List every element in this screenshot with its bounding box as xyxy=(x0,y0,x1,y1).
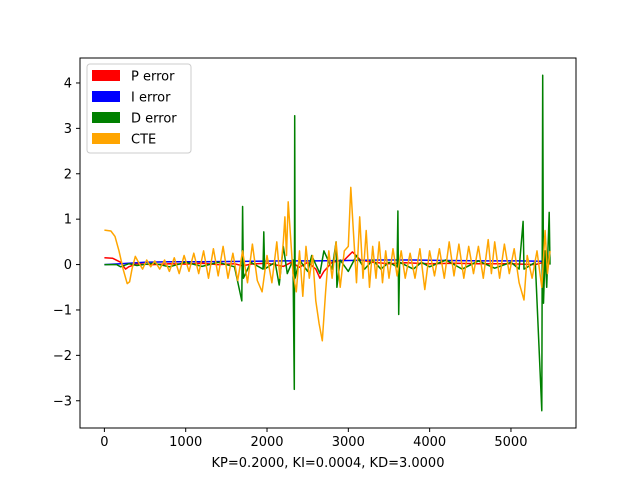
x-tick-label: 0 xyxy=(100,435,108,450)
legend-frame xyxy=(86,63,192,154)
legend: P error I error D error CTE xyxy=(86,63,192,154)
x-tick-label: 5000 xyxy=(494,435,527,450)
x-tick-label: 2000 xyxy=(250,435,283,450)
y-tick-label: 3 xyxy=(64,122,72,137)
y-tick-label: 1 xyxy=(64,213,72,228)
y-tick-label: 4 xyxy=(64,76,72,91)
legend-label: D error xyxy=(131,112,177,127)
y-tick-label: −1 xyxy=(53,303,72,318)
legend-swatch xyxy=(92,91,120,102)
y-tick-label: 2 xyxy=(64,167,72,182)
series-layer xyxy=(104,74,551,412)
y-axis-ticks: −3 −2 −1 0 1 2 3 4 xyxy=(53,76,80,409)
y-tick-label: −2 xyxy=(53,349,72,364)
y-tick-label: 0 xyxy=(64,258,72,273)
series-line-cte xyxy=(104,186,551,342)
plot-frame xyxy=(79,57,577,429)
legend-label: I error xyxy=(131,91,171,106)
legend-swatch xyxy=(92,70,120,81)
y-tick-label: −3 xyxy=(53,394,72,409)
legend-swatch xyxy=(92,112,120,123)
x-tick-label: 1000 xyxy=(169,435,202,450)
x-axis-label: KP=0.2000, KI=0.0004, KD=3.0000 xyxy=(212,456,445,471)
legend-label: CTE xyxy=(131,133,156,148)
x-tick-label: 4000 xyxy=(413,435,446,450)
legend-label: P error xyxy=(131,70,175,85)
x-tick-label: 3000 xyxy=(332,435,365,450)
legend-items: P error I error D error CTE xyxy=(92,70,177,148)
x-axis-ticks: 0 1000 2000 3000 4000 5000 xyxy=(100,428,527,450)
legend-swatch xyxy=(92,133,120,144)
